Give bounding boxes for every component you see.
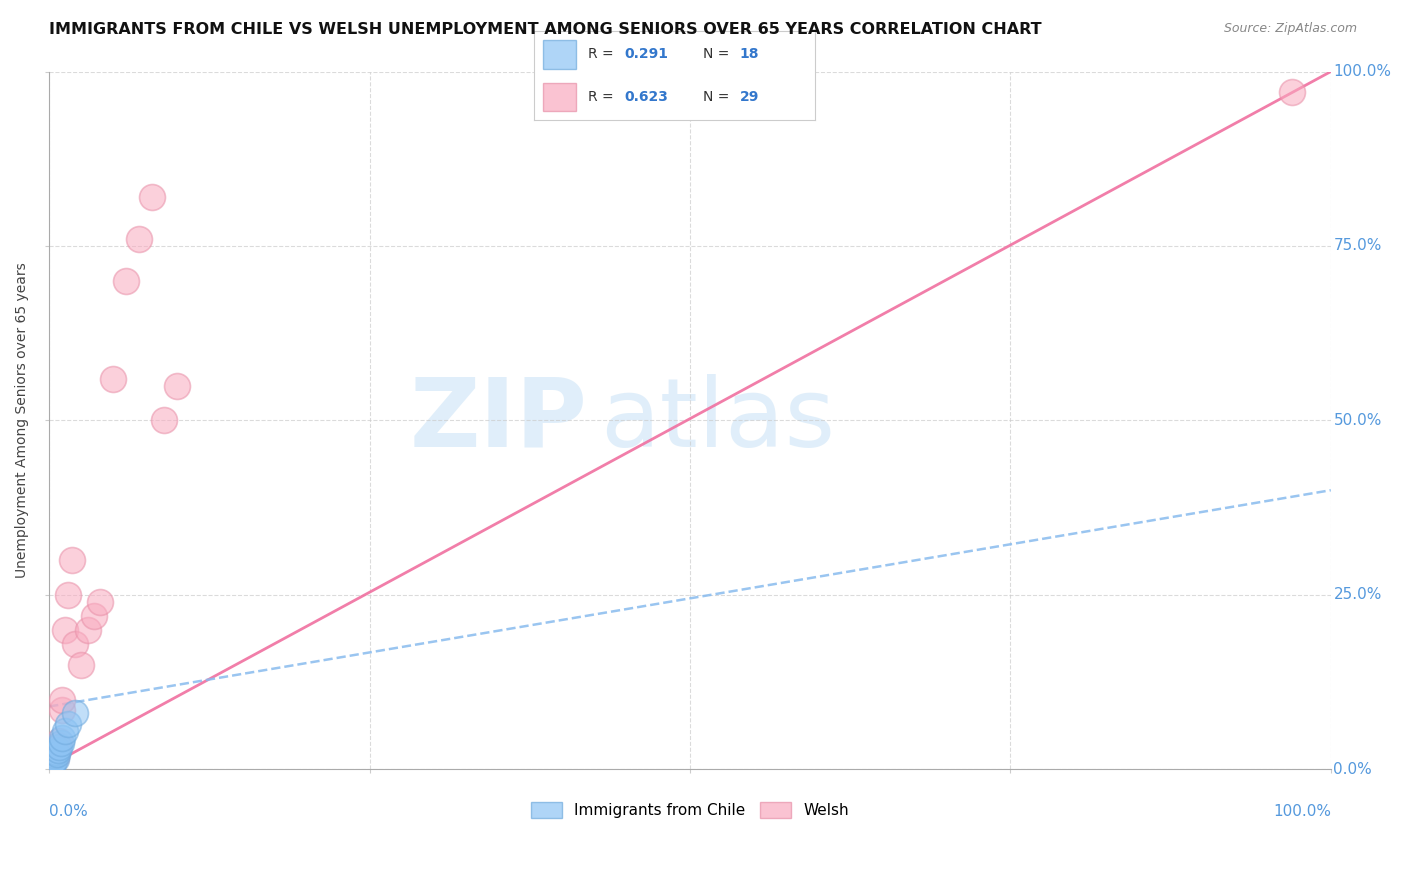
Point: [51, 692, 73, 706]
Point: [115, 274, 138, 288]
Point: [39, 759, 62, 773]
Point: [42, 745, 65, 759]
Point: [49, 736, 72, 750]
Point: [45, 749, 67, 764]
Text: 75.0%: 75.0%: [1333, 238, 1382, 253]
Point: [41, 752, 63, 766]
Point: [48, 739, 70, 754]
Text: 25.0%: 25.0%: [1333, 587, 1382, 602]
Point: [44, 754, 66, 768]
Point: [83, 608, 105, 623]
Point: [41, 756, 63, 771]
Text: 0.0%: 0.0%: [49, 805, 89, 819]
Point: [128, 232, 150, 246]
Point: [53, 623, 76, 637]
Point: [46, 738, 69, 752]
Text: IMMIGRANTS FROM CHILE VS WELSH UNEMPLOYMENT AMONG SENIORS OVER 65 YEARS CORRELAT: IMMIGRANTS FROM CHILE VS WELSH UNEMPLOYM…: [49, 22, 1042, 37]
Text: R =: R =: [588, 90, 617, 104]
Point: [45, 752, 67, 766]
Legend: Immigrants from Chile, Welsh: Immigrants from Chile, Welsh: [524, 797, 855, 824]
Text: R =: R =: [588, 47, 617, 62]
Point: [51, 703, 73, 717]
Text: 18: 18: [740, 47, 759, 62]
Point: [42, 756, 65, 770]
Text: N =: N =: [703, 90, 734, 104]
Point: [46, 743, 69, 757]
Point: [42, 756, 65, 770]
Point: [41, 756, 63, 771]
Point: [70, 657, 93, 672]
Text: ZIP: ZIP: [409, 374, 588, 467]
Point: [48, 734, 70, 748]
FancyBboxPatch shape: [543, 40, 576, 69]
Text: N =: N =: [703, 47, 734, 62]
Point: [39, 752, 62, 766]
Point: [153, 413, 176, 427]
Point: [58, 588, 80, 602]
Point: [45, 741, 67, 756]
Point: [51, 731, 73, 745]
Point: [44, 752, 66, 766]
Text: 29: 29: [740, 90, 759, 104]
Text: atlas: atlas: [600, 374, 835, 467]
Y-axis label: Unemployment Among Seniors over 65 years: Unemployment Among Seniors over 65 years: [15, 262, 30, 578]
Point: [103, 371, 125, 385]
Point: [39, 756, 62, 770]
Point: [89, 595, 111, 609]
Point: [44, 748, 66, 763]
Point: [1281, 86, 1303, 100]
Text: 50.0%: 50.0%: [1333, 413, 1382, 428]
Point: [42, 749, 65, 764]
Point: [39, 759, 62, 773]
Point: [53, 723, 76, 738]
Point: [63, 706, 86, 721]
Text: 0.291: 0.291: [624, 47, 668, 62]
Point: [63, 637, 86, 651]
FancyBboxPatch shape: [543, 83, 576, 112]
Point: [76, 623, 98, 637]
Text: 100.0%: 100.0%: [1272, 805, 1331, 819]
Point: [166, 378, 188, 392]
Point: [45, 745, 67, 759]
Text: 0.623: 0.623: [624, 90, 668, 104]
Text: Source: ZipAtlas.com: Source: ZipAtlas.com: [1223, 22, 1357, 36]
Text: 100.0%: 100.0%: [1333, 64, 1392, 79]
Point: [45, 745, 67, 759]
Point: [41, 748, 63, 763]
Point: [60, 553, 83, 567]
Point: [141, 190, 163, 204]
Point: [58, 717, 80, 731]
Point: [45, 747, 67, 761]
Text: 0.0%: 0.0%: [1333, 762, 1372, 777]
